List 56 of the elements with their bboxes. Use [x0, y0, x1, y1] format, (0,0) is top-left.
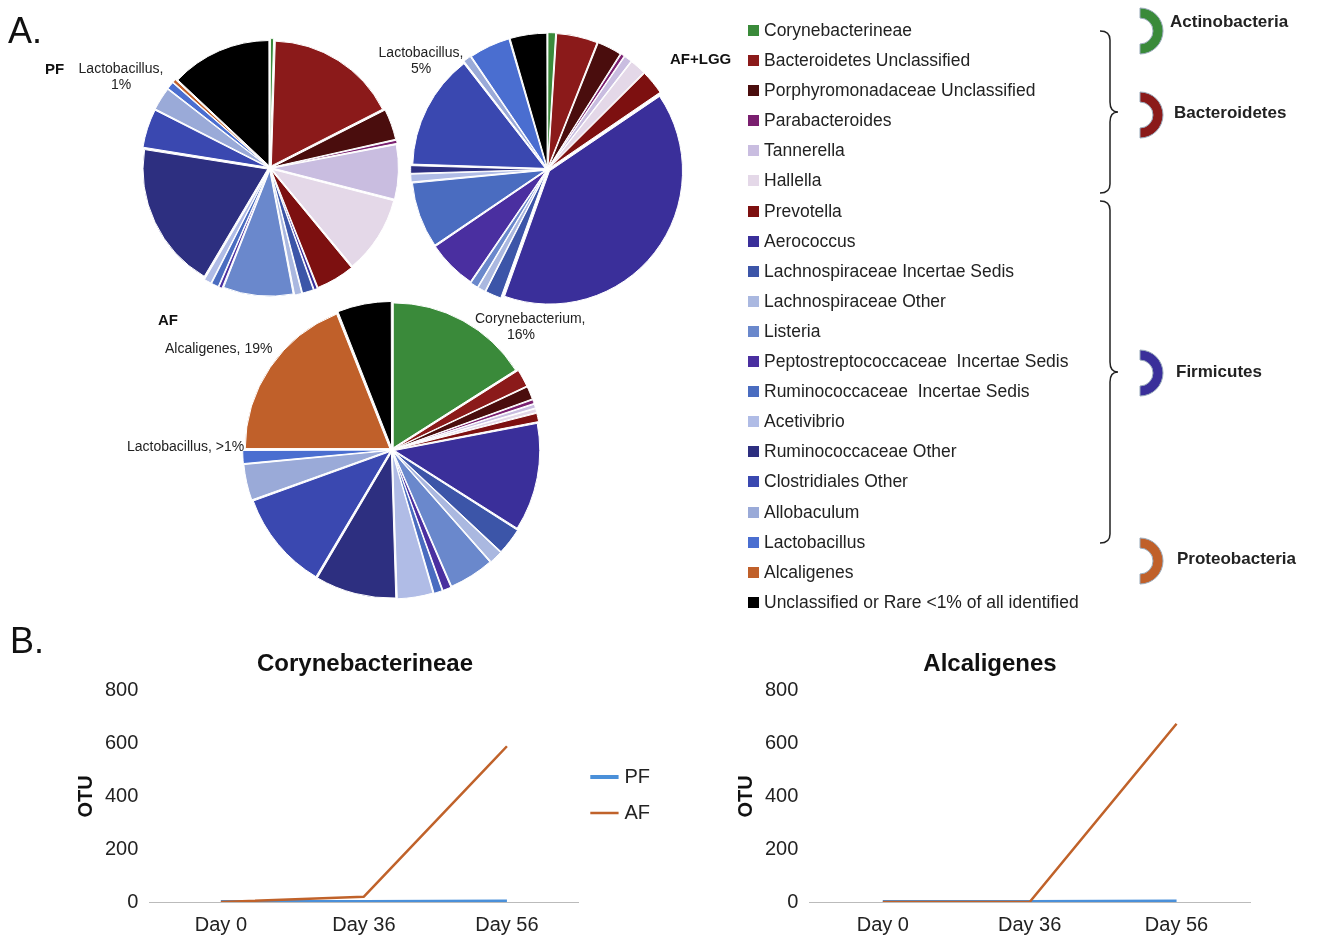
text: Corynebacterium, 16%	[475, 310, 586, 342]
y-axis-title: OTU	[73, 775, 96, 818]
chart-title: Alcaligenes	[923, 649, 1057, 677]
legend-label: Bacteroidetes Unclassified	[763, 49, 972, 73]
legend-label: Peptostreptococcaceae Incertae Sedis	[763, 350, 1070, 374]
legend-label: Alcaligenes	[763, 560, 855, 584]
y-tick-label: 0	[787, 889, 799, 912]
legend-label: Porphyromonadaceae Unclassified	[763, 79, 1037, 103]
text: Lactobacillus, >1%	[127, 438, 245, 454]
legend-label: Ruminococcaceae Other	[763, 440, 958, 464]
y-tick-label: 800	[764, 678, 799, 701]
y-axis-title: OTU	[733, 775, 756, 818]
legend-label: AF	[624, 800, 651, 823]
legend-label: Allobaculum	[763, 500, 861, 524]
legend-label: Lactobacillus	[763, 530, 867, 554]
legend-label: Acetivibrio	[763, 410, 846, 434]
chart-title: Corynebacterineae	[256, 649, 474, 677]
text: PF	[45, 60, 65, 77]
legend-label: Corynebacterineae	[763, 19, 913, 42]
legend-label: Prevotella	[763, 199, 843, 223]
y-tick-label: 400	[764, 783, 799, 806]
x-tick-label: Day 0	[856, 912, 909, 935]
text: B.	[10, 620, 45, 662]
text: Firmicutes	[1176, 362, 1262, 382]
legend-label: Unclassified or Rare <1% of all identified	[763, 590, 1079, 614]
legend-label: Tannerella	[763, 139, 846, 163]
legend-label: Listeria	[763, 319, 822, 343]
text: AF+LGG	[670, 50, 732, 67]
legend-label: Hallella	[763, 169, 823, 193]
y-tick-label: 200	[764, 836, 799, 859]
text: Lactobacillus, 1%	[77, 60, 165, 92]
legend-label: Parabacteroides	[763, 109, 893, 133]
y-tick-label: 800	[104, 678, 139, 701]
text: Lactobacillus, 5%	[377, 44, 465, 76]
legend-label: Clostridiales Other	[763, 470, 909, 494]
y-tick-label: 600	[104, 731, 139, 754]
legend-label: Aerococcus	[763, 229, 857, 253]
x-tick-label: Day 36	[998, 912, 1062, 935]
text: Alcaligenes, 19%	[165, 340, 273, 356]
legend-label: Lachnospiraceae Other	[763, 289, 947, 313]
legend-label: Lachnospiraceae Incertae Sedis	[763, 259, 1016, 283]
text: A.	[8, 10, 43, 52]
y-tick-label: 600	[764, 731, 799, 754]
y-tick-label: 200	[104, 836, 139, 859]
text: Actinobacteria	[1170, 12, 1289, 32]
text: AF	[158, 311, 178, 328]
x-tick-label: Day 0	[194, 912, 248, 935]
x-tick-label: Day 36	[332, 912, 396, 935]
legend-label: Ruminococcaceae Incertae Sedis	[763, 380, 1031, 404]
x-tick-label: Day 56	[475, 912, 539, 935]
text: Bacteroidetes	[1174, 103, 1287, 123]
x-tick-label: Day 56	[1144, 912, 1209, 935]
y-tick-label: 0	[127, 889, 139, 912]
text: Proteobacteria	[1177, 549, 1297, 569]
y-tick-label: 400	[104, 783, 139, 806]
legend-label: PF	[624, 764, 651, 787]
